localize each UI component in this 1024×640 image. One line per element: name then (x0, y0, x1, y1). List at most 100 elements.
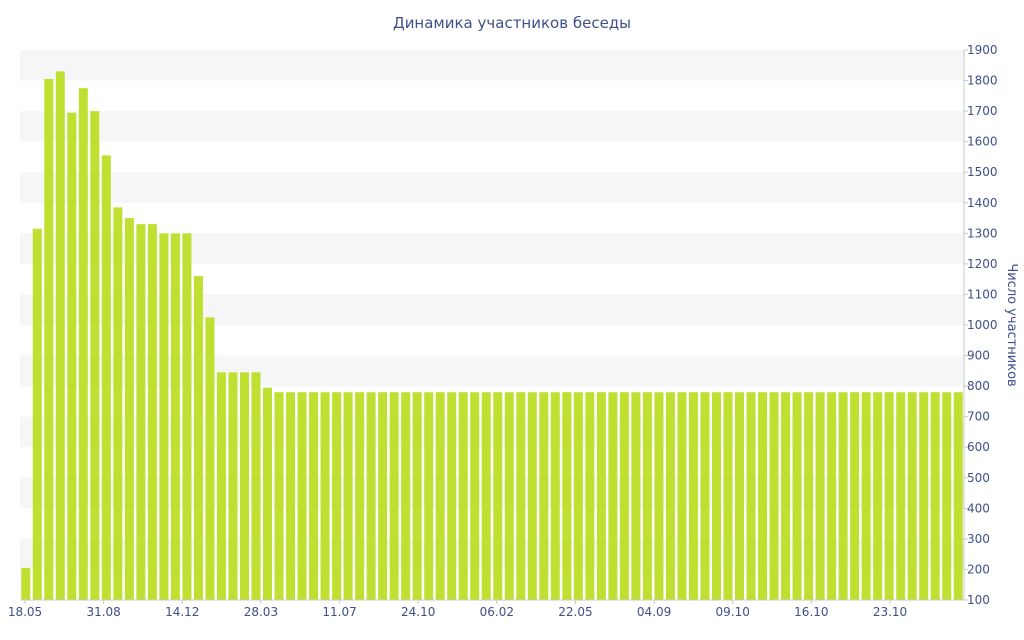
x-tick-label: 04.09 (637, 605, 671, 619)
bar (90, 111, 100, 601)
y-tick-label: 1500 (967, 165, 998, 179)
bar (573, 392, 583, 600)
bar (412, 392, 422, 600)
bar (746, 392, 756, 600)
bar (401, 392, 411, 600)
bar (896, 392, 906, 600)
bar (263, 387, 272, 600)
y-tick-label: 1700 (967, 104, 998, 118)
x-tick-label: 31.08 (86, 605, 120, 619)
bar (735, 392, 744, 600)
bar (447, 392, 457, 600)
grid-band (20, 111, 964, 142)
y-axis-label: Число участников (1004, 263, 1019, 386)
y-tick-label: 1300 (967, 226, 998, 240)
bar (493, 392, 503, 600)
bar (758, 392, 768, 600)
x-tick-label: 14.12 (165, 605, 199, 619)
bar (861, 392, 871, 600)
bar (677, 392, 687, 600)
bar (389, 392, 399, 600)
y-axis-ticks: 100 200 300 400 500 600 700 800 900 1000 1100 1200 1… (964, 43, 998, 607)
bar (907, 392, 917, 600)
bar (309, 392, 319, 600)
bar (182, 233, 192, 600)
x-tick-label: 28.03 (244, 605, 278, 619)
y-tick-label: 1000 (967, 318, 998, 332)
bar (550, 392, 560, 600)
bar (838, 392, 848, 600)
bar (205, 317, 215, 600)
bar (827, 392, 837, 600)
bar (67, 112, 77, 600)
bar (366, 392, 376, 600)
chart-title: Динамика участников беседы (393, 14, 631, 32)
y-tick-label: 1100 (967, 287, 998, 301)
x-tick-label: 16.10 (794, 605, 828, 619)
y-tick-label: 300 (967, 532, 990, 546)
bar (378, 392, 388, 600)
bar (596, 392, 606, 600)
y-tick-label: 100 (967, 593, 990, 607)
y-tick-label: 500 (967, 471, 990, 485)
bar (631, 392, 641, 600)
bar (21, 567, 31, 600)
bar (723, 392, 733, 600)
bar (608, 392, 618, 600)
x-tick-label: 18.05 (8, 605, 42, 619)
bar (355, 392, 365, 600)
y-tick-label: 200 (967, 562, 990, 576)
bar (665, 392, 675, 600)
bar (562, 392, 572, 600)
bar (170, 233, 180, 600)
bar (32, 228, 42, 600)
bar (700, 392, 710, 600)
bar (919, 392, 929, 600)
bar (769, 392, 779, 600)
bar (470, 392, 480, 600)
bar (873, 392, 883, 600)
bar (942, 392, 952, 600)
bar (343, 392, 353, 600)
bar (458, 392, 468, 600)
bar (251, 372, 261, 600)
bar (78, 88, 88, 600)
bar (124, 218, 134, 600)
bar (101, 155, 111, 601)
bar (286, 392, 296, 600)
bar (688, 392, 698, 600)
y-tick-label: 800 (967, 379, 990, 393)
bar (332, 392, 342, 600)
bar (216, 372, 226, 600)
x-axis-ticks: 18.05 31.08 14.12 28.03 11.07 24.10 06.02 22.05… (8, 600, 907, 619)
bar (274, 392, 284, 600)
x-tick-label: 24.10 (401, 605, 435, 619)
bar (228, 372, 238, 600)
bar (792, 392, 802, 600)
bar (297, 392, 307, 600)
bar (527, 392, 537, 600)
bar (516, 392, 526, 600)
bar (504, 392, 514, 600)
bar (804, 392, 814, 600)
bar (781, 392, 791, 600)
bar (193, 276, 203, 600)
grid-band (20, 50, 964, 81)
bar (320, 392, 330, 600)
bar (481, 392, 491, 600)
bar (159, 233, 169, 600)
y-tick-label: 1800 (967, 74, 998, 88)
bar (240, 372, 249, 600)
x-tick-label: 22.05 (558, 605, 592, 619)
bar (147, 224, 157, 601)
x-tick-label: 06.02 (480, 605, 514, 619)
bar (619, 392, 629, 600)
bar (953, 392, 963, 600)
bar (55, 71, 65, 600)
y-tick-label: 600 (967, 440, 990, 454)
x-tick-label: 09.10 (716, 605, 750, 619)
y-tick-label: 400 (967, 501, 990, 515)
bar (930, 392, 940, 600)
bar (424, 392, 434, 600)
bar (884, 392, 894, 600)
